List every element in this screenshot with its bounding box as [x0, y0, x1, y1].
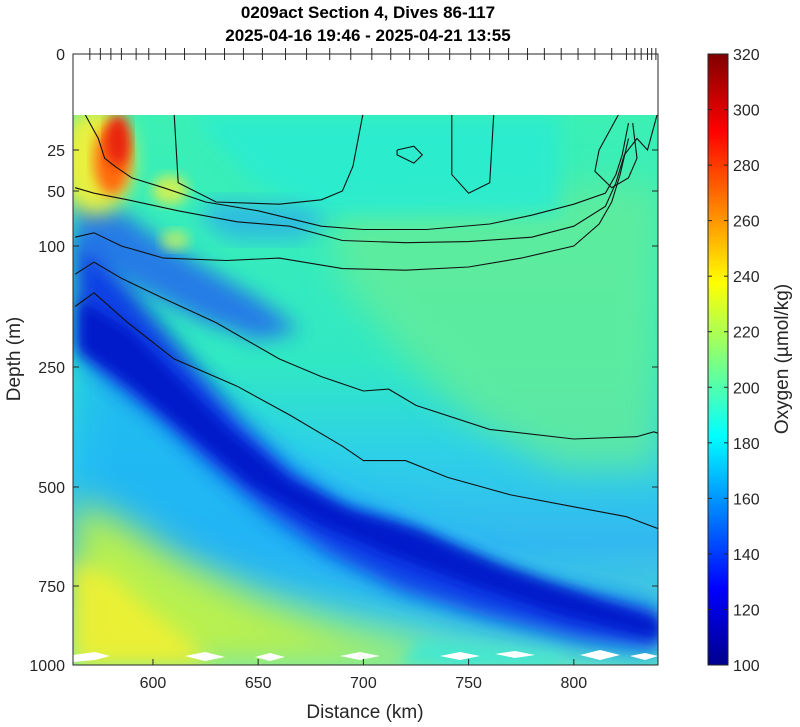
colorbar [707, 53, 729, 666]
y-tick-label: 100 [38, 239, 65, 256]
colorbar-tick-label: 180 [733, 436, 760, 453]
y-axis: 0 25 50 100 250 500 750 1000 [29, 47, 658, 675]
y-tick-label: 50 [47, 184, 65, 201]
colorbar-tick-label: 200 [733, 380, 760, 397]
colorbar-axis: 100 120 140 160 180 200 220 240 260 280 300 320 [708, 47, 760, 675]
contour-1 [84, 115, 630, 231]
colorbar-tick-label: 240 [733, 269, 760, 286]
colorbar-tick-label: 260 [733, 214, 760, 231]
colorbar-tick-label: 280 [733, 158, 760, 175]
colorbar-label: Oxygen (µmol/kg) [772, 284, 793, 434]
chart-subtitle: 2025-04-16 19:46 - 2025-04-21 13:55 [225, 26, 510, 45]
contour-2 [74, 115, 658, 244]
y-tick-label: 500 [38, 480, 65, 497]
oxygen-heatmap [73, 115, 658, 665]
contour-4 [74, 261, 658, 440]
contour-lines [74, 115, 658, 530]
colorbar-tick-label: 220 [733, 325, 760, 342]
contour-5 [74, 292, 658, 530]
colorbar-tick-label: 120 [733, 602, 760, 619]
y-tick-label: 1000 [29, 658, 65, 675]
colorbar-tick-label: 140 [733, 547, 760, 564]
x-tick-label: 650 [245, 675, 272, 692]
contour-right-loop [594, 115, 638, 189]
chart-title: 0209act Section 4, Dives 86-117 [241, 3, 495, 22]
plot-frame [72, 53, 659, 666]
y-tick-label: 0 [56, 47, 65, 64]
x-axis-label: Distance (km) [306, 702, 423, 723]
dive-position-ticks [89, 48, 657, 60]
contour-3 [74, 138, 630, 271]
contour-top-loop-b [451, 115, 495, 194]
colorbar-tick-label: 100 [733, 658, 760, 675]
y-tick-label: 750 [38, 579, 65, 596]
y-tick-label: 25 [47, 143, 65, 160]
contour-small-loop [396, 145, 424, 164]
y-axis-label: Depth (m) [4, 317, 25, 401]
colorbar-tick-label: 320 [733, 47, 760, 64]
x-tick-label: 750 [455, 675, 482, 692]
contour-top-loop-a [173, 115, 364, 205]
colorbar-tick-label: 300 [733, 103, 760, 120]
colorbar-tick-label: 160 [733, 491, 760, 508]
x-tick-label: 800 [560, 675, 587, 692]
x-tick-label: 700 [350, 675, 377, 692]
y-tick-label: 250 [38, 360, 65, 377]
x-axis: 600 650 700 750 800 [140, 659, 587, 692]
x-tick-label: 600 [140, 675, 167, 692]
